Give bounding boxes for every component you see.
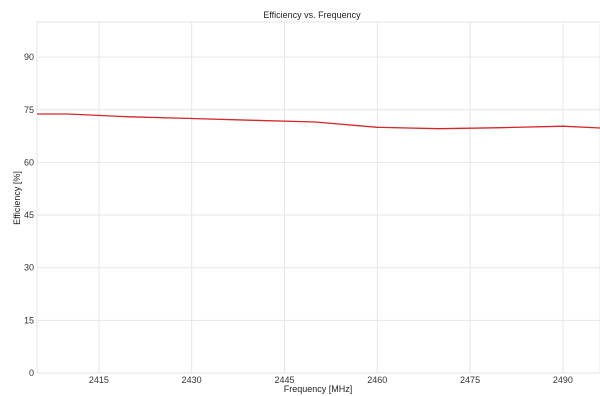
y-tick-label: 30 — [24, 263, 34, 273]
y-axis-label: Efficiency [%] — [12, 171, 22, 225]
series-layer — [37, 113, 600, 130]
chart-title: Efficiency vs. Frequency — [263, 10, 361, 20]
grid-lines — [37, 22, 600, 374]
x-tick-label: 2430 — [182, 375, 202, 385]
y-tick-label: 15 — [24, 315, 34, 325]
y-tick-label: 90 — [24, 52, 34, 62]
efficiency-series-line — [37, 113, 600, 130]
x-tick-label: 2415 — [89, 375, 109, 385]
x-tick-label: 2490 — [553, 375, 573, 385]
x-tick-label: 2445 — [274, 375, 294, 385]
x-axis-label: Frequency [MHz] — [284, 384, 353, 394]
tick-labels: 2415 2430 2445 2460 2475 2490 0 15 30 45 60 75 90 — [24, 52, 573, 385]
y-tick-label: 60 — [24, 157, 34, 167]
x-tick-label: 2460 — [367, 375, 387, 385]
x-tick-label: 2475 — [460, 375, 480, 385]
y-tick-label: 75 — [24, 105, 34, 115]
plot-frame — [36, 21, 600, 374]
y-tick-label: 0 — [29, 368, 34, 378]
y-tick-label: 45 — [24, 210, 34, 220]
